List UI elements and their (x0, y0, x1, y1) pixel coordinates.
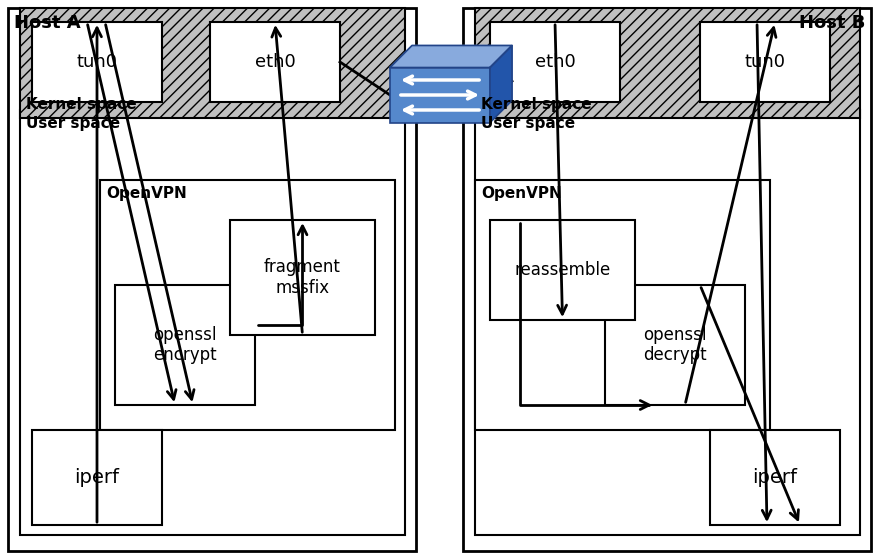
Text: OpenVPN: OpenVPN (106, 186, 186, 201)
Text: Host A: Host A (14, 14, 81, 32)
Text: Kernel space: Kernel space (26, 97, 136, 112)
Polygon shape (390, 45, 511, 68)
Text: iperf: iperf (75, 468, 119, 487)
Text: eth0: eth0 (534, 53, 575, 71)
Bar (474, 180, 769, 430)
Text: iperf: iperf (752, 468, 796, 487)
Text: openssl
decrypt: openssl decrypt (643, 325, 706, 364)
Text: Kernel space: Kernel space (480, 97, 591, 112)
Bar (8, 8, 415, 551)
Bar (489, 220, 634, 320)
Polygon shape (489, 45, 511, 122)
Bar (210, 22, 340, 102)
Bar (474, 8, 859, 118)
Bar (230, 220, 375, 335)
Bar (463, 8, 870, 551)
Text: User space: User space (480, 116, 574, 131)
Bar (604, 285, 745, 405)
Bar (20, 8, 405, 118)
Bar (390, 68, 489, 122)
Text: OpenVPN: OpenVPN (480, 186, 561, 201)
Bar (474, 110, 859, 535)
Text: tun0: tun0 (76, 53, 118, 71)
Text: tun0: tun0 (744, 53, 785, 71)
Bar (699, 22, 829, 102)
Bar (32, 430, 162, 525)
Bar (100, 180, 394, 430)
Text: User space: User space (26, 116, 120, 131)
Text: reassemble: reassemble (514, 261, 610, 279)
Bar (20, 110, 405, 535)
Text: openssl
encrypt: openssl encrypt (153, 325, 217, 364)
Text: Host B: Host B (798, 14, 864, 32)
Bar (709, 430, 839, 525)
Bar (32, 22, 162, 102)
Bar (115, 285, 255, 405)
Text: eth0: eth0 (255, 53, 295, 71)
Bar (489, 22, 619, 102)
Text: fragment
mssfix: fragment mssfix (263, 258, 341, 297)
